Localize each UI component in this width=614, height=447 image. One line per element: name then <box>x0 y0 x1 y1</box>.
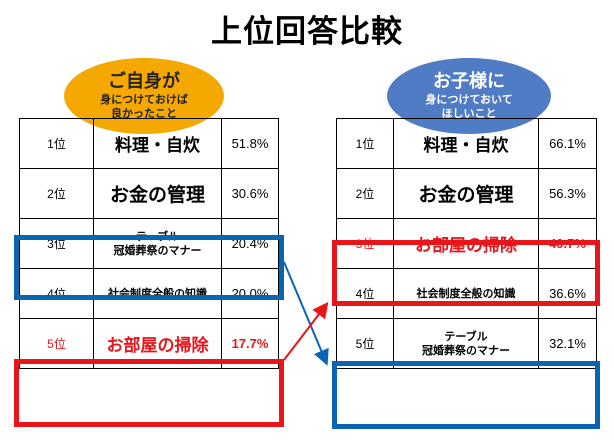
item-cell: 料理・自炊 <box>393 118 539 169</box>
rank-cell: 3位 <box>19 218 94 269</box>
left-highlight-room-cleaning <box>14 359 284 427</box>
percent-cell: 51.8% <box>221 118 279 169</box>
left-bubble-title: ご自身が <box>108 71 180 92</box>
item-cell: テーブル 冠婚葬祭のマナー <box>393 318 539 369</box>
right-highlight-table-manners <box>332 361 600 429</box>
percent-cell: 20.4% <box>221 218 279 269</box>
table-row: 1位 料理・自炊 66.1% <box>336 118 597 169</box>
left-bubble-sub-2: 良かったこと <box>111 107 177 120</box>
blue-arrow <box>283 261 329 366</box>
percent-cell: 32.1% <box>538 318 597 369</box>
red-arrow <box>283 301 329 361</box>
table-row: 2位 お金の管理 56.3% <box>336 168 597 219</box>
rank-cell: 1位 <box>336 118 394 169</box>
item-cell: お金の管理 <box>93 168 222 219</box>
percent-cell: 30.6% <box>221 168 279 219</box>
left-bubble-sub-1: 身につけておけば <box>100 93 188 106</box>
item-cell: 社会制度全般の知識 <box>393 268 539 319</box>
percent-cell: 56.3% <box>538 168 597 219</box>
table-row: 5位 テーブル 冠婚葬祭のマナー 32.1% <box>336 318 597 369</box>
item-cell: テーブル 冠婚葬祭のマナー <box>93 218 222 269</box>
rank-cell: 5位 <box>336 318 394 369</box>
right-highlight-room-cleaning <box>332 240 600 306</box>
item-line-2: 冠婚葬祭のマナー <box>422 344 510 357</box>
rank-cell: 4位 <box>19 268 94 319</box>
table-row: 3位 テーブル 冠婚葬祭のマナー 20.4% <box>19 218 279 269</box>
right-bubble-sub-2: ほしいこと <box>441 107 497 120</box>
left-highlight-table-manners <box>14 235 284 300</box>
item-cell: 料理・自炊 <box>93 118 222 169</box>
right-bubble-sub-1: 身につけておいて <box>425 93 513 106</box>
page-title: 上位回答比較 <box>211 14 403 50</box>
table-row: 1位 料理・自炊 51.8% <box>19 118 279 169</box>
table-row: 4位 社会制度全般の知識 20.0% <box>19 268 279 319</box>
item-cell: お金の管理 <box>393 168 539 219</box>
item-line-2: 冠婚葬祭のマナー <box>113 244 202 257</box>
right-bubble-title: お子様に <box>433 71 505 92</box>
rank-cell: 1位 <box>19 118 94 169</box>
item-cell: 社会制度全般の知識 <box>93 268 222 319</box>
item-line-1: テーブル <box>444 330 488 343</box>
